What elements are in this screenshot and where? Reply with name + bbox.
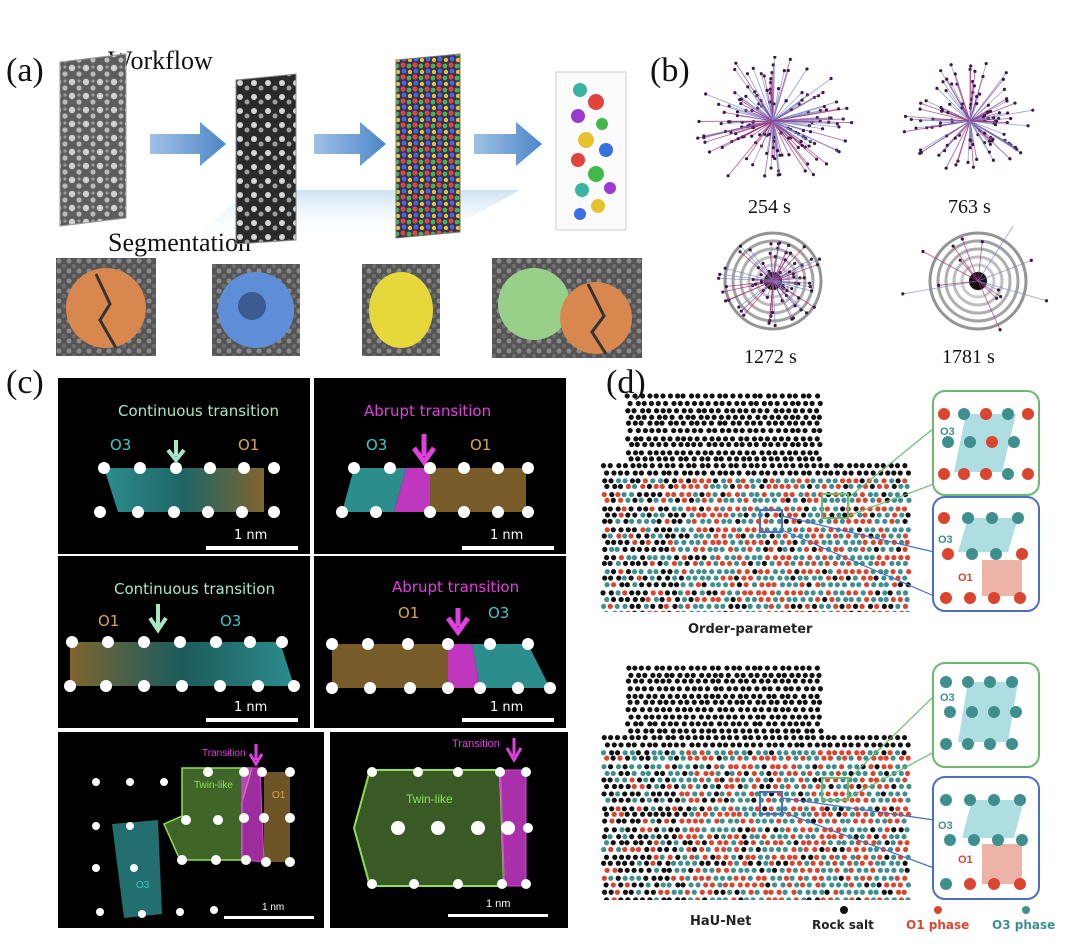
tile-4-title: Abrupt transition bbox=[392, 578, 520, 596]
tile-6-transition-label: Transition bbox=[452, 738, 500, 750]
tile-3-scale-label: 1 nm bbox=[234, 700, 268, 715]
atom-row bbox=[64, 636, 300, 692]
tile-6-scale-label: 1 nm bbox=[486, 898, 511, 910]
burst-1272s bbox=[717, 231, 823, 331]
tile-6-lattice bbox=[352, 738, 533, 889]
tile-5-transition-label: Transition bbox=[202, 748, 246, 759]
thumb-green-orange-particles bbox=[492, 258, 642, 358]
tile-3-left-phase: O1 bbox=[98, 612, 120, 630]
burst-1781s bbox=[901, 226, 1049, 332]
hau-net-title: HaU-Net bbox=[690, 914, 752, 929]
time-label-1781: 1781 s bbox=[942, 346, 995, 368]
tile-3-scale-bar bbox=[206, 718, 298, 722]
panel-a-letter: (a) bbox=[6, 52, 44, 89]
slab-segmented-image bbox=[395, 53, 461, 239]
time-label-254: 254 s bbox=[748, 196, 791, 218]
hau-net-map bbox=[600, 665, 912, 900]
tile-4-right-phase: O3 bbox=[488, 604, 510, 622]
panel-c-letter: (c) bbox=[6, 364, 44, 401]
thumb-blue-particle bbox=[212, 264, 300, 356]
tile-1-scale-label: 1 nm bbox=[234, 528, 268, 543]
panel-b-letter: (b) bbox=[650, 52, 690, 89]
tile-5-twin-label: Twin-like bbox=[194, 780, 233, 791]
rendered-3d-particles bbox=[555, 71, 627, 231]
inset-bottom-green bbox=[932, 662, 1040, 768]
atom-row bbox=[92, 767, 295, 918]
stem-tile-6: Transition Twin-like 1 nm bbox=[330, 732, 568, 928]
legend-dot-rock-salt bbox=[840, 906, 848, 914]
burst-763s bbox=[902, 61, 1035, 170]
stem-tile-5: Transition Twin-like O1 O3 1 nm bbox=[58, 732, 324, 928]
arrow-2 bbox=[314, 122, 386, 166]
segmentation-thumbnails bbox=[56, 258, 642, 358]
inset-bottom-green-o3: O3 bbox=[940, 692, 955, 704]
tile-4-scale-bar bbox=[462, 718, 554, 722]
tile-5-o3-label: O3 bbox=[136, 880, 150, 891]
tile-2-scale-bar bbox=[462, 546, 554, 550]
inset-bottom-blue-o1: O1 bbox=[958, 854, 973, 866]
legend-label-rock-salt: Rock salt bbox=[812, 918, 874, 932]
tile-6-twin-label: Twin-like bbox=[406, 792, 453, 806]
slab-filtered-image bbox=[235, 73, 297, 245]
atom-row bbox=[336, 462, 534, 518]
atom-row bbox=[326, 638, 556, 694]
time-label-1272: 1272 s bbox=[744, 346, 797, 368]
inset-bottom-blue bbox=[932, 776, 1040, 900]
tile-2-right-phase: O1 bbox=[470, 436, 492, 454]
tile-6-scale-bar bbox=[448, 914, 548, 917]
inset-bottom-blue-o3: O3 bbox=[938, 820, 953, 832]
tile-4-lattice bbox=[326, 608, 556, 694]
inset-top-blue-o3: O3 bbox=[938, 534, 953, 546]
stem-tile-1: Continuous transition O3 O1 1 nm bbox=[58, 378, 310, 554]
stem-tile-2: Abrupt transition O3 O1 1 nm bbox=[314, 378, 566, 554]
tile-1-title: Continuous transition bbox=[118, 402, 279, 420]
arrow-1 bbox=[150, 122, 226, 166]
tile-5-lattice bbox=[92, 744, 295, 918]
thumb-orange-particle bbox=[56, 258, 156, 356]
panel-d-insets bbox=[759, 427, 935, 869]
inset-top-blue-o1: O1 bbox=[958, 572, 973, 584]
tile-1-lattice bbox=[94, 440, 280, 518]
inset-top-blue bbox=[932, 496, 1040, 612]
burst-254s bbox=[696, 56, 854, 178]
order-parameter-title: Order-parameter bbox=[688, 622, 813, 637]
legend-dot-o3 bbox=[1022, 906, 1030, 914]
tile-2-lattice bbox=[336, 434, 534, 518]
stem-tile-3: Continuous transition O1 O3 1 nm bbox=[58, 556, 310, 728]
tile-1-left-phase: O3 bbox=[110, 436, 132, 454]
tile-5-scale-bar bbox=[224, 916, 314, 919]
inset-top-green-o3: O3 bbox=[940, 426, 955, 438]
tile-3-right-phase: O3 bbox=[220, 612, 242, 630]
time-label-763: 763 s bbox=[948, 196, 991, 218]
thumb-yellow-particle bbox=[362, 264, 440, 356]
workflow-diagram bbox=[59, 53, 627, 245]
legend-label-o1: O1 phase bbox=[906, 918, 970, 932]
tile-5-o1-label: O1 bbox=[272, 790, 286, 801]
atom-row bbox=[94, 462, 280, 518]
tile-1-right-phase: O1 bbox=[238, 436, 260, 454]
tile-2-scale-label: 1 nm bbox=[490, 528, 524, 543]
inset-top-green bbox=[932, 390, 1040, 496]
arrow-3 bbox=[474, 122, 542, 166]
tile-3-title: Continuous transition bbox=[114, 580, 275, 598]
legend: Rock salt O1 phase O3 phase bbox=[806, 906, 1076, 936]
tile-4-left-phase: O1 bbox=[398, 604, 420, 622]
tile-5-scale-label: 1 nm bbox=[262, 902, 285, 913]
tile-4-scale-label: 1 nm bbox=[490, 700, 524, 715]
tile-2-left-phase: O3 bbox=[366, 436, 388, 454]
atom-row bbox=[367, 767, 533, 889]
slab-raw-image bbox=[59, 53, 127, 227]
tile-3-lattice bbox=[64, 604, 300, 692]
legend-dot-o1 bbox=[934, 906, 942, 914]
tile-1-scale-bar bbox=[206, 546, 298, 550]
legend-label-o3: O3 phase bbox=[992, 918, 1056, 932]
stem-tile-4: Abrupt transition O1 O3 1 nm bbox=[314, 556, 566, 728]
tile-2-title: Abrupt transition bbox=[364, 402, 492, 420]
